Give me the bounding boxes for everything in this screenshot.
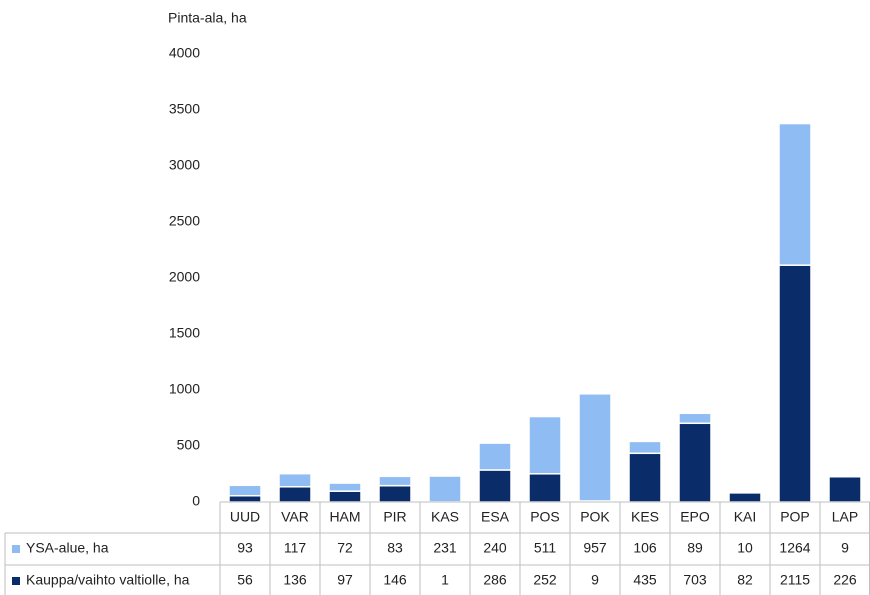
table-value: 97 (337, 572, 353, 588)
bar-segment (778, 264, 812, 503)
y-tick-label: 3500 (169, 101, 200, 117)
table-value: 106 (633, 540, 657, 556)
bar-segment (678, 422, 712, 503)
bar-segment (628, 440, 662, 455)
table-value: 89 (687, 540, 703, 556)
table-value: 1264 (779, 540, 810, 556)
x-tick-label: KES (631, 509, 659, 525)
bar-segment (378, 484, 412, 503)
x-tick-label: EPO (680, 509, 710, 525)
table-value: 93 (237, 540, 253, 556)
table-value: 136 (283, 572, 307, 588)
y-tick-label: 500 (177, 437, 201, 453)
bar-segment (378, 475, 412, 487)
y-tick-label: 0 (192, 493, 200, 509)
bar-segment (228, 494, 262, 503)
bar-segment (828, 474, 862, 478)
table-value: 435 (633, 572, 657, 588)
table-value: 56 (237, 572, 253, 588)
legend-swatch (12, 545, 20, 553)
legend-label: YSA-alue, ha (26, 540, 109, 556)
bar-segment (678, 412, 712, 425)
table-value: 117 (284, 540, 307, 556)
y-tick-label: 1000 (169, 381, 200, 397)
x-tick-label: KAI (734, 509, 757, 525)
x-tick-label: POP (780, 509, 810, 525)
bar-segment (778, 122, 812, 266)
table-value: 83 (387, 540, 403, 556)
y-tick-label: 3000 (169, 157, 200, 173)
table-value: 72 (337, 540, 353, 556)
bar-segment (528, 415, 562, 475)
x-tick-label: VAR (281, 509, 309, 525)
table-value: 9 (841, 540, 849, 556)
x-tick-label: LAP (832, 509, 858, 525)
bar-segment (328, 482, 362, 492)
table-value: 957 (583, 540, 607, 556)
bar-segment (728, 492, 762, 503)
x-tick-label: KAS (431, 509, 459, 525)
table-value: 703 (683, 572, 707, 588)
bar-segment (478, 469, 512, 503)
legend-label: Kauppa/vaihto valtiolle, ha (26, 572, 190, 588)
y-tick-label: 1500 (169, 325, 200, 341)
bar-segment (478, 442, 512, 471)
table-value: 231 (433, 540, 457, 556)
bar-segment (278, 486, 312, 503)
bar-segment (428, 475, 462, 503)
x-tick-label: POK (580, 509, 610, 525)
x-tick-label: ESA (481, 509, 510, 525)
bar-segment (328, 490, 362, 503)
bar-segment (628, 452, 662, 503)
y-tick-label: 2500 (169, 213, 200, 229)
table-value: 9 (591, 572, 599, 588)
x-tick-label: UUD (230, 509, 260, 525)
x-tick-label: PIR (383, 509, 406, 525)
bar-segment (578, 393, 612, 502)
bar-segment (528, 473, 562, 503)
table-value: 286 (483, 572, 507, 588)
bar-segment (828, 475, 862, 503)
table-value: 252 (533, 572, 557, 588)
table-value: 1 (441, 572, 449, 588)
table-value: 82 (737, 572, 753, 588)
table-value: 10 (737, 540, 753, 556)
table-value: 511 (534, 540, 557, 556)
bar-segment (228, 484, 262, 497)
table-value: 240 (483, 540, 507, 556)
y-tick-label: 2000 (169, 269, 200, 285)
table-value: 2115 (780, 572, 810, 588)
y-axis-label: Pinta-ala, ha (168, 10, 247, 26)
x-tick-label: HAM (329, 509, 360, 525)
y-tick-label: 4000 (169, 45, 200, 61)
bar-segment (728, 490, 762, 494)
bar-segment (278, 472, 312, 488)
legend-swatch (12, 577, 20, 585)
table-value: 226 (833, 572, 857, 588)
table-value: 146 (383, 572, 407, 588)
x-tick-label: POS (530, 509, 560, 525)
